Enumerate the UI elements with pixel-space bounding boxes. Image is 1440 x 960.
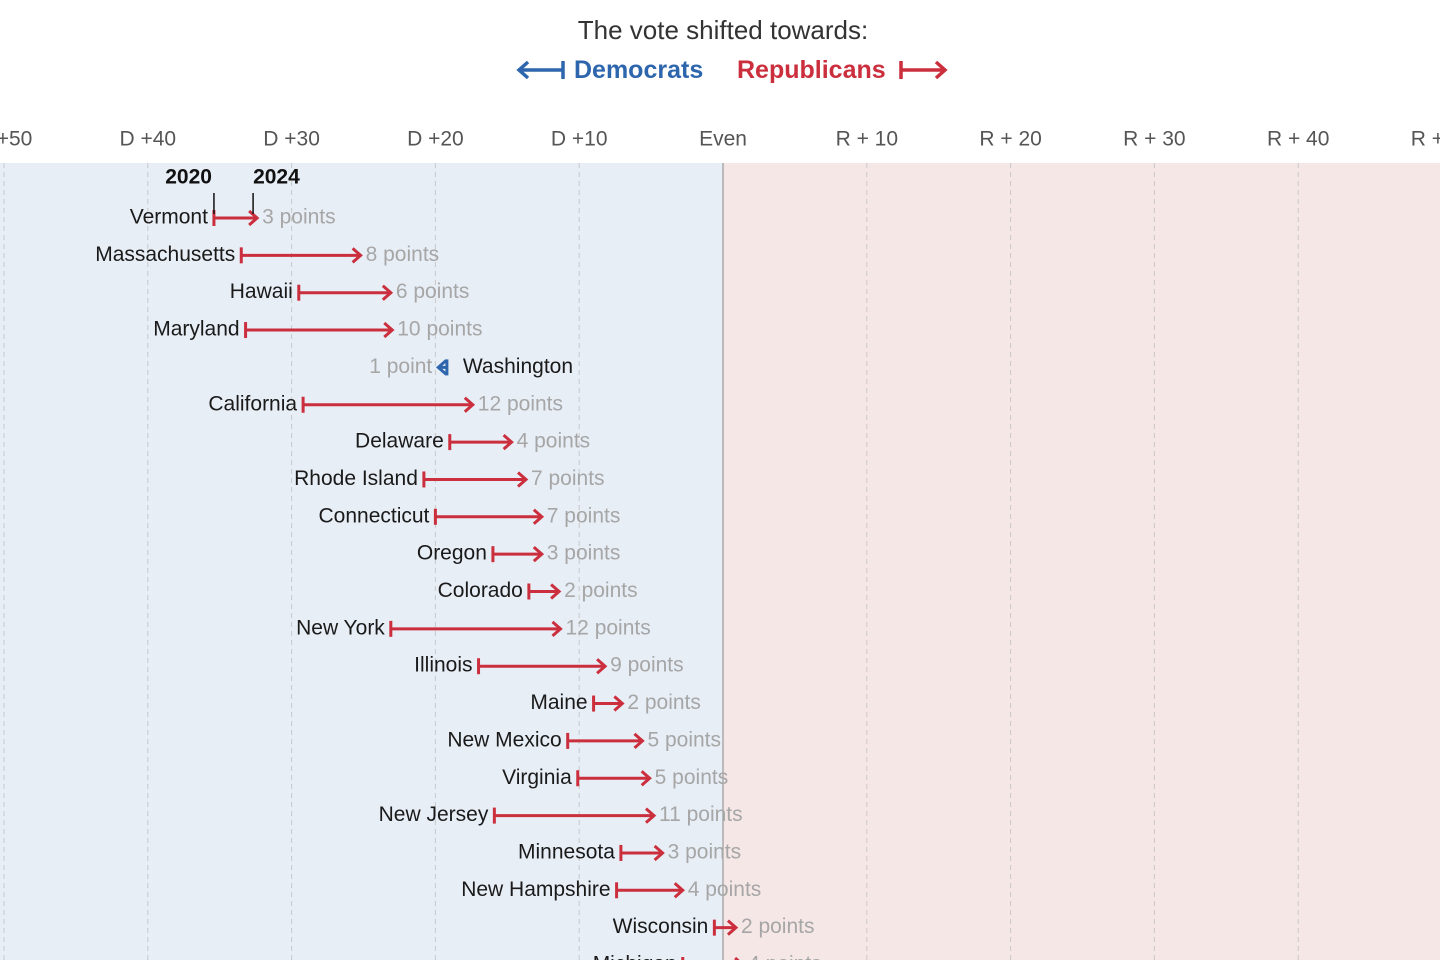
x-tick-label: D +10 (551, 128, 608, 151)
shift-points-label: 11 points (659, 803, 743, 826)
arrowhead (532, 508, 545, 525)
state-label: Delaware (355, 430, 444, 453)
shift-points-label: 2 points (564, 579, 638, 602)
shift-points-label: 3 points (547, 542, 621, 565)
shift-points-label: 5 points (647, 728, 721, 751)
arrowhead (381, 284, 394, 301)
legend-republicans: Republicans (737, 52, 948, 88)
legend-democrats-label: Democrats (574, 55, 704, 84)
arrowhead (613, 695, 625, 712)
state-label: New York (296, 616, 385, 639)
shift-points-label: 4 points (688, 878, 762, 901)
year-2024-label: 2024 (253, 166, 300, 189)
chart-title: The vote shifted towards: (577, 15, 869, 45)
shift-points-label: 6 points (396, 280, 470, 303)
state-label: California (208, 392, 297, 415)
year-2020-label: 2020 (165, 166, 212, 189)
arrowhead (248, 209, 260, 227)
x-tick-label: D +30 (263, 128, 320, 151)
shift-points-label: 12 points (566, 616, 651, 639)
x-tick-label: R + 30 (1123, 128, 1185, 151)
arrowhead (435, 359, 448, 376)
left-arrow-icon (516, 60, 565, 80)
state-label: Virginia (502, 766, 572, 789)
x-tick-label: R + 50 (1411, 128, 1440, 151)
state-label: Maine (530, 691, 587, 714)
legend: Democrats Republicans (0, 52, 1440, 88)
shift-points-label: 4 points (748, 953, 822, 960)
legend-democrats: Democrats (516, 52, 703, 88)
state-label: Rhode Island (294, 467, 418, 490)
arrowhead (383, 321, 395, 339)
state-label: Wisconsin (613, 915, 709, 938)
arrowhead (502, 433, 514, 451)
shift-points-label: 7 points (547, 504, 621, 527)
shift-points-label: 9 points (610, 654, 684, 677)
x-tick-label: D +20 (407, 128, 464, 151)
shift-chart: D +50 D +40 D +30 D +20 D +10 Even R + 10 R + 2… (0, 128, 1440, 960)
shift-points-label: 4 points (517, 430, 591, 453)
state-label: New Jersey (379, 803, 489, 826)
arrowhead (551, 620, 563, 637)
arrowhead (633, 732, 645, 750)
shift-points-label: 8 points (366, 243, 440, 266)
arrowhead (644, 807, 657, 824)
shift-points-label: 1 point (369, 355, 432, 378)
shift-points-label: 12 points (478, 392, 563, 415)
x-tick-label: Even (699, 128, 747, 151)
arrowhead (653, 844, 665, 862)
arrowhead (532, 546, 545, 563)
state-label: New Hampshire (461, 878, 610, 901)
arrowhead (550, 583, 562, 600)
arrowhead (517, 471, 529, 488)
chart-header: The vote shifted towards: Democrats Repu… (0, 0, 1440, 100)
republican-band (723, 163, 1440, 960)
state-label: Washington (463, 355, 573, 378)
arrowhead (726, 919, 739, 936)
shift-points-label: 5 points (655, 766, 729, 789)
x-tick-label: R + 10 (836, 128, 898, 151)
arrowhead (640, 770, 652, 787)
x-tick-label: R + 40 (1267, 128, 1329, 151)
right-arrow-icon (898, 60, 948, 80)
state-label: Illinois (414, 654, 472, 677)
state-label: Hawaii (230, 280, 293, 303)
shift-points-label: 7 points (531, 467, 605, 490)
arrowhead (596, 658, 608, 675)
state-label: Oregon (417, 542, 487, 565)
state-label: Maryland (153, 318, 239, 341)
x-tick-label: D +40 (119, 128, 176, 151)
state-label: Connecticut (318, 504, 429, 527)
x-tick-label: R + 20 (979, 128, 1041, 151)
state-label: Massachusetts (95, 243, 235, 266)
shift-points-label: 3 points (668, 840, 742, 863)
shift-points-label: 2 points (627, 691, 701, 714)
arrowhead (351, 247, 363, 264)
shift-points-label: 2 points (741, 915, 815, 938)
arrowhead (673, 882, 686, 899)
state-label: Minnesota (518, 840, 615, 863)
state-label: New Mexico (447, 728, 561, 751)
state-label: Vermont (130, 206, 208, 229)
arrowhead (463, 396, 476, 413)
legend-republicans-label: Republicans (737, 55, 886, 84)
shift-points-label: 3 points (262, 206, 336, 229)
shift-points-label: 10 points (397, 318, 482, 341)
state-label: Michigan (593, 953, 677, 960)
democratic-band (0, 163, 723, 960)
x-tick-label: D +50 (0, 128, 32, 151)
state-label: Colorado (438, 579, 523, 602)
